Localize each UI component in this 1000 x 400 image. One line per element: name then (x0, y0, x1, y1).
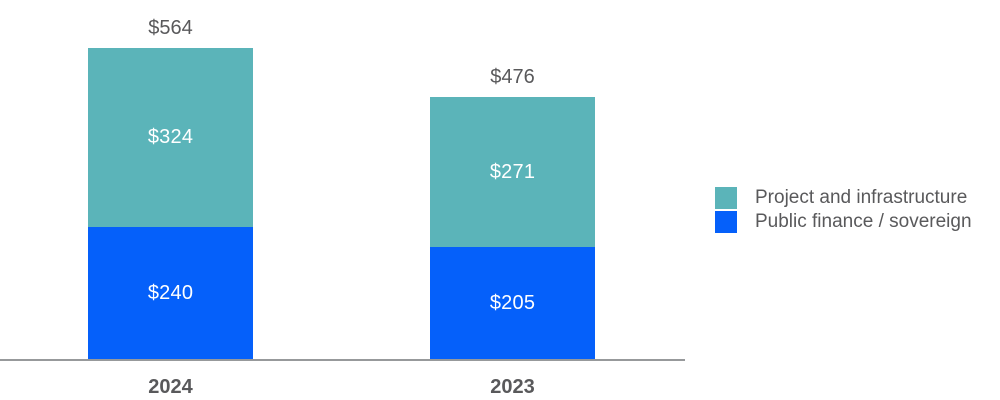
bar-segment-2023-series-0 (430, 247, 595, 360)
bar-segment-2024-series-0 (88, 227, 253, 360)
legend-item: Project and infrastructure (715, 187, 972, 209)
category-label-2023: 2023 (490, 376, 535, 398)
segment-value-label: $271 (489, 160, 536, 183)
segment-value-label: $324 (147, 126, 194, 148)
bar-segment-2023-series-1 (430, 97, 595, 247)
x-axis-line (0, 359, 685, 361)
legend-label: Project and infrastructure (755, 187, 968, 208)
legend-item: Public finance / sovereign (715, 211, 972, 233)
segment-value-label: $205 (489, 292, 536, 314)
legend-swatch (715, 187, 737, 209)
total-value-label: $476 (490, 66, 535, 88)
segment-value-label: $240 (147, 282, 194, 304)
category-label-2024: 2024 (148, 376, 193, 398)
legend-label: Public finance / sovereign (755, 211, 972, 232)
bar-segment-2024-series-1 (88, 48, 253, 227)
legend-swatch (715, 211, 737, 233)
legend: Project and infrastructure Public finance… (715, 187, 972, 233)
total-value-label: $564 (148, 17, 193, 39)
